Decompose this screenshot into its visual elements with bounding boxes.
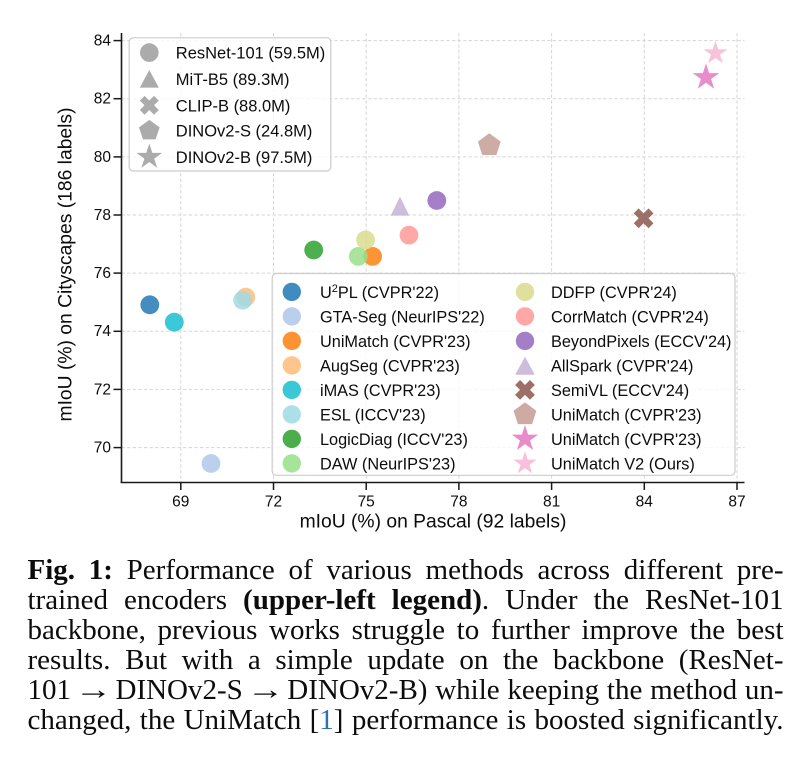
svg-text:DINOv2-S (24.8M): DINOv2-S (24.8M) — [176, 123, 313, 141]
svg-text:BeyondPixels (ECCV'24): BeyondPixels (ECCV'24) — [551, 333, 731, 351]
svg-text:mIoU (%) on Pascal (92 labels): mIoU (%) on Pascal (92 labels) — [300, 512, 567, 533]
svg-text:UniMatch (CVPR'23): UniMatch (CVPR'23) — [551, 431, 702, 449]
svg-text:GTA-Seg (NeurIPS'22): GTA-Seg (NeurIPS'22) — [320, 308, 485, 326]
svg-text:87: 87 — [728, 494, 745, 511]
svg-text:CorrMatch (CVPR'24): CorrMatch (CVPR'24) — [551, 308, 709, 326]
svg-text:DAW (NeurIPS'23): DAW (NeurIPS'23) — [320, 455, 456, 473]
svg-text:LogicDiag (ICCV'23): LogicDiag (ICCV'23) — [320, 431, 468, 449]
svg-text:75: 75 — [358, 494, 375, 511]
svg-text:UniMatch (CVPR'23): UniMatch (CVPR'23) — [320, 333, 471, 351]
svg-text:70: 70 — [94, 440, 112, 457]
svg-text:74: 74 — [94, 323, 112, 340]
svg-text:UniMatch V2 (Ours): UniMatch V2 (Ours) — [551, 455, 695, 473]
svg-text:AllSpark (CVPR'24): AllSpark (CVPR'24) — [551, 357, 693, 375]
svg-text:CLIP-B (88.0M): CLIP-B (88.0M) — [176, 97, 291, 115]
svg-text:DINOv2-B (97.5M): DINOv2-B (97.5M) — [176, 149, 313, 167]
svg-text:72: 72 — [94, 381, 111, 398]
svg-text:76: 76 — [94, 265, 111, 282]
svg-text:84: 84 — [94, 33, 112, 50]
svg-text:78: 78 — [450, 494, 467, 511]
svg-text:80: 80 — [94, 149, 112, 166]
svg-text:iMAS (CVPR'23): iMAS (CVPR'23) — [320, 382, 441, 400]
svg-text:DDFP (CVPR'24): DDFP (CVPR'24) — [551, 284, 677, 302]
svg-text:mIoU (%) on Cityscapes (186 la: mIoU (%) on Cityscapes (186 labels) — [56, 108, 77, 422]
svg-text:UniMatch (CVPR'23): UniMatch (CVPR'23) — [551, 406, 702, 424]
svg-text:82: 82 — [94, 91, 111, 108]
svg-text:U2PL (CVPR'22): U2PL (CVPR'22) — [320, 283, 439, 302]
svg-text:SemiVL (ECCV'24): SemiVL (ECCV'24) — [551, 382, 689, 400]
svg-text:MiT-B5 (89.3M): MiT-B5 (89.3M) — [176, 71, 290, 89]
svg-text:81: 81 — [543, 494, 560, 511]
svg-text:69: 69 — [172, 494, 189, 511]
svg-text:78: 78 — [94, 207, 111, 224]
svg-text:72: 72 — [265, 494, 282, 511]
svg-text:ResNet-101 (59.5M): ResNet-101 (59.5M) — [176, 45, 325, 63]
svg-text:AugSeg (CVPR'23): AugSeg (CVPR'23) — [320, 357, 460, 375]
svg-text:ESL (ICCV'23): ESL (ICCV'23) — [320, 406, 426, 424]
svg-text:84: 84 — [636, 494, 654, 511]
